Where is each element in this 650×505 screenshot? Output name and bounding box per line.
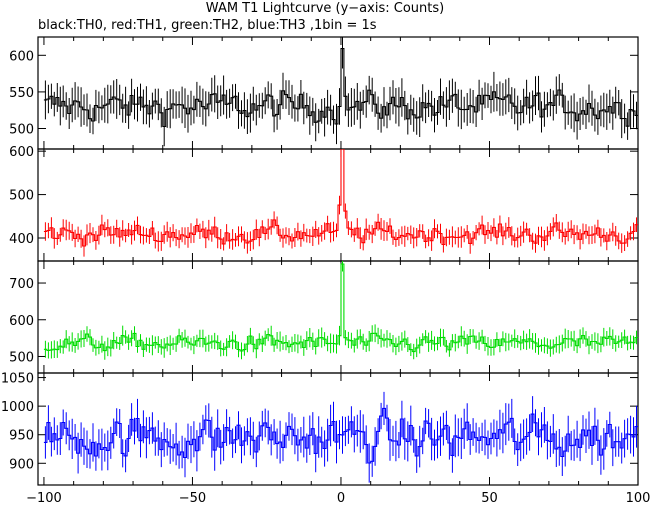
x-tick-label: −100 bbox=[26, 491, 62, 505]
y-tick-label: 600 bbox=[9, 145, 34, 160]
y-tick-label: 400 bbox=[9, 232, 34, 247]
chart-subtitle: black:TH0, red:TH1, green:TH2, blue:TH3 … bbox=[38, 18, 377, 33]
y-tick-label: 500 bbox=[9, 350, 34, 365]
series-errorbars-th2 bbox=[44, 261, 637, 360]
x-tick-label: 50 bbox=[481, 491, 498, 505]
x-tick-label: −50 bbox=[179, 491, 206, 505]
y-tick-label: 500 bbox=[9, 189, 34, 204]
chart-title: WAM T1 Lightcurve (y−axis: Counts) bbox=[205, 1, 445, 16]
y-tick-label: 700 bbox=[9, 277, 34, 292]
series-errorbars-th1 bbox=[44, 149, 637, 257]
series-line-th3 bbox=[43, 407, 638, 464]
panel-frame-th3 bbox=[37, 372, 639, 486]
y-tick-label: 1000 bbox=[1, 400, 34, 415]
series-line-th2 bbox=[43, 263, 638, 353]
y-tick-label: 500 bbox=[9, 123, 34, 138]
series-errorbars-th3 bbox=[44, 391, 637, 483]
x-tick-label: 0 bbox=[337, 491, 345, 505]
x-tick-label: 100 bbox=[626, 491, 650, 505]
y-tick-label: 550 bbox=[9, 86, 34, 101]
y-tick-label: 600 bbox=[9, 49, 34, 64]
series-errorbars-th0 bbox=[44, 37, 637, 147]
y-tick-label: 900 bbox=[9, 457, 34, 472]
panel-frame-th2 bbox=[37, 260, 639, 374]
y-tick-label: 950 bbox=[9, 429, 34, 444]
panel-frame-th0 bbox=[37, 36, 639, 150]
y-tick-label: 600 bbox=[9, 314, 34, 329]
y-tick-label: 1050 bbox=[1, 372, 34, 387]
series-line-th1 bbox=[43, 149, 638, 247]
series-line-th0 bbox=[43, 48, 638, 128]
